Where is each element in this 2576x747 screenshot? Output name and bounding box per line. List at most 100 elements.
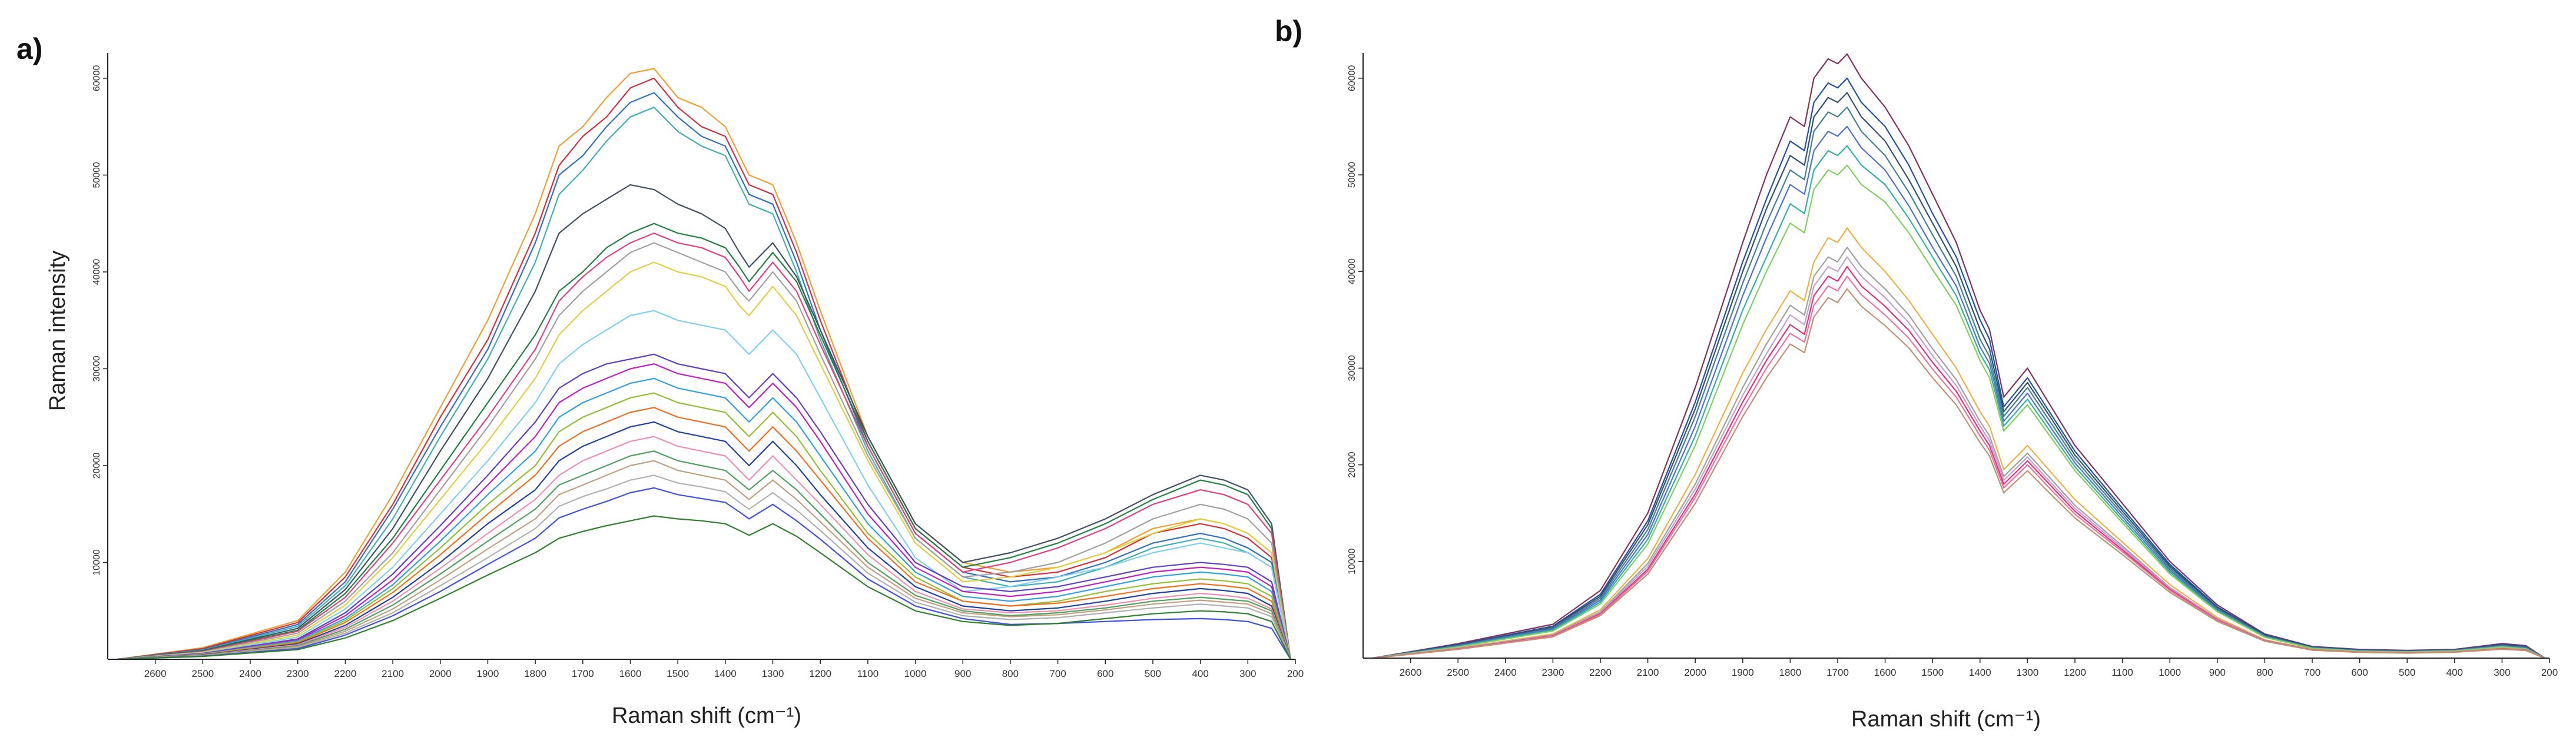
x-tick-label: 1600 [1874, 667, 1897, 678]
x-tick-label: 1500 [667, 668, 689, 679]
x-tick-label: 1800 [524, 668, 546, 679]
y-tick-label: 10000 [92, 549, 102, 576]
y-tick-label: 50000 [92, 162, 102, 188]
y-tick-label: 40000 [92, 259, 102, 285]
panel-a-series-line-12 [117, 363, 1291, 660]
panel-b-series-line-7 [1372, 164, 2545, 659]
x-tick-label: 300 [2494, 667, 2510, 678]
x-tick-label: 2500 [1447, 667, 1469, 678]
panel-a-series-line-11 [117, 353, 1291, 660]
x-tick-label: 1100 [2111, 667, 2133, 678]
panel-b-series-line-11 [1372, 265, 2545, 659]
y-tick-label: 30000 [1347, 355, 1357, 381]
x-tick-label: 1400 [1969, 667, 1991, 678]
x-tick-label: 800 [1002, 668, 1019, 679]
panel-b-series-layer [1372, 53, 2545, 659]
y-tick-label: 50000 [1347, 162, 1357, 188]
x-tick-label: 2600 [144, 668, 167, 679]
x-tick-label: 2300 [1541, 667, 1564, 678]
x-tick-label: 2400 [239, 668, 261, 679]
y-tick-label: 20000 [1347, 451, 1357, 478]
panel-a-series-line-20 [117, 474, 1291, 660]
x-tick-label: 200 [2541, 667, 2558, 678]
y-tick-label: 60000 [92, 65, 102, 92]
panel-a-label: a) [16, 32, 42, 65]
x-tick-label: 1900 [1732, 667, 1754, 678]
x-tick-label: 200 [1287, 668, 1304, 679]
panel-a-series-line-2 [117, 77, 1291, 660]
x-tick-label: 600 [1097, 668, 1113, 679]
x-tick-label: 2100 [1637, 667, 1659, 678]
x-tick-label: 2400 [1494, 667, 1517, 678]
x-tick-label: 2000 [1684, 667, 1706, 678]
x-tick-label: 900 [2209, 667, 2226, 678]
x-tick-label: 900 [954, 668, 971, 679]
panel-b-series-line-1 [1372, 53, 2545, 659]
x-tick-label: 1200 [809, 668, 831, 679]
x-tick-label: 1200 [2064, 667, 2086, 678]
x-tick-label: 700 [1049, 668, 1066, 679]
panel-b-label: b) [1275, 15, 1302, 48]
panel-b-series-line-5 [1372, 125, 2545, 659]
panel-a-series-line-4 [117, 107, 1291, 660]
panel-b-series-line-3 [1372, 92, 2545, 659]
panel-a-series-line-6 [117, 223, 1291, 660]
panel-a-series-line-19 [117, 460, 1291, 660]
panel-a-x-axis-title: Raman shift (cm⁻¹) [612, 703, 801, 728]
x-tick-label: 1100 [857, 668, 879, 679]
panel-b-axes: 2600 2500 2400 2300 2200 2100 2000 1900 1800 1700… [1347, 53, 2558, 678]
x-tick-label: 300 [1239, 668, 1256, 679]
x-tick-label: 1400 [714, 668, 737, 679]
panel-a-series-line-7 [117, 233, 1291, 660]
x-tick-label: 2200 [334, 668, 356, 679]
panel-a-series-line-9 [117, 261, 1291, 660]
x-tick-label: 2200 [1589, 667, 1612, 678]
x-tick-label: 2000 [429, 668, 452, 679]
x-tick-label: 700 [2304, 667, 2320, 678]
panel-a-axes: 2600 2500 2400 2300 2200 2100 2000 1900 1800 1700… [92, 53, 1304, 679]
x-tick-label: 800 [2256, 667, 2273, 678]
x-tick-label: 1900 [477, 668, 499, 679]
panel-a-series-line-15 [117, 407, 1291, 660]
panel-b-series-line-12 [1372, 275, 2545, 659]
panel-a-series-line-13 [117, 377, 1291, 660]
panel-a-y-axis-title: Raman intensity [45, 251, 70, 411]
panel-a-series-line-3 [117, 92, 1291, 660]
panel-b-series-line-13 [1372, 288, 2545, 659]
panel-a-series-line-18 [117, 450, 1291, 660]
x-tick-label: 400 [2446, 667, 2463, 678]
panel-a-series-line-14 [117, 392, 1291, 660]
y-tick-label: 10000 [1347, 548, 1357, 575]
panel-a-series-line-5 [117, 184, 1291, 660]
y-tick-label: 40000 [1347, 258, 1357, 285]
panel-a-series-line-10 [117, 310, 1291, 660]
x-tick-label: 500 [1145, 668, 1161, 679]
x-tick-label: 500 [2399, 667, 2415, 678]
panel-b-chart: b) Raman shift (cm⁻¹) 2600 2500 2400 2300 22… [1275, 15, 2558, 732]
panel-b-series-line-10 [1372, 256, 2545, 659]
x-tick-label: 2100 [382, 668, 404, 679]
x-tick-label: 1500 [1921, 667, 1944, 678]
panel-a-series-layer [117, 68, 1291, 660]
x-tick-label: 2500 [191, 668, 214, 679]
panel-a-series-line-1 [117, 68, 1291, 660]
panel-a-series-line-17 [117, 436, 1291, 660]
x-tick-label: 2600 [1400, 667, 1422, 678]
panel-b-series-line-9 [1372, 247, 2545, 659]
panel-a-series-line-16 [117, 421, 1291, 660]
y-tick-label: 60000 [1347, 65, 1357, 91]
x-tick-label: 1300 [762, 668, 784, 679]
x-tick-label: 400 [1192, 668, 1208, 679]
y-tick-label: 20000 [92, 453, 102, 479]
y-tick-label: 30000 [92, 356, 102, 382]
x-tick-label: 1300 [2016, 667, 2038, 678]
x-tick-label: 1600 [619, 668, 642, 679]
panel-a-series-line-22 [117, 515, 1291, 660]
x-tick-label: 1700 [1826, 667, 1849, 678]
panel-b-x-axis-title: Raman shift (cm⁻¹) [1851, 707, 2041, 732]
panel-a-series-line-8 [117, 242, 1291, 660]
x-tick-label: 600 [2351, 667, 2368, 678]
panel-a-chart: a) Raman intensity Raman shift (cm⁻¹) 26… [16, 32, 1304, 728]
panel-a-series-line-21 [117, 487, 1291, 660]
